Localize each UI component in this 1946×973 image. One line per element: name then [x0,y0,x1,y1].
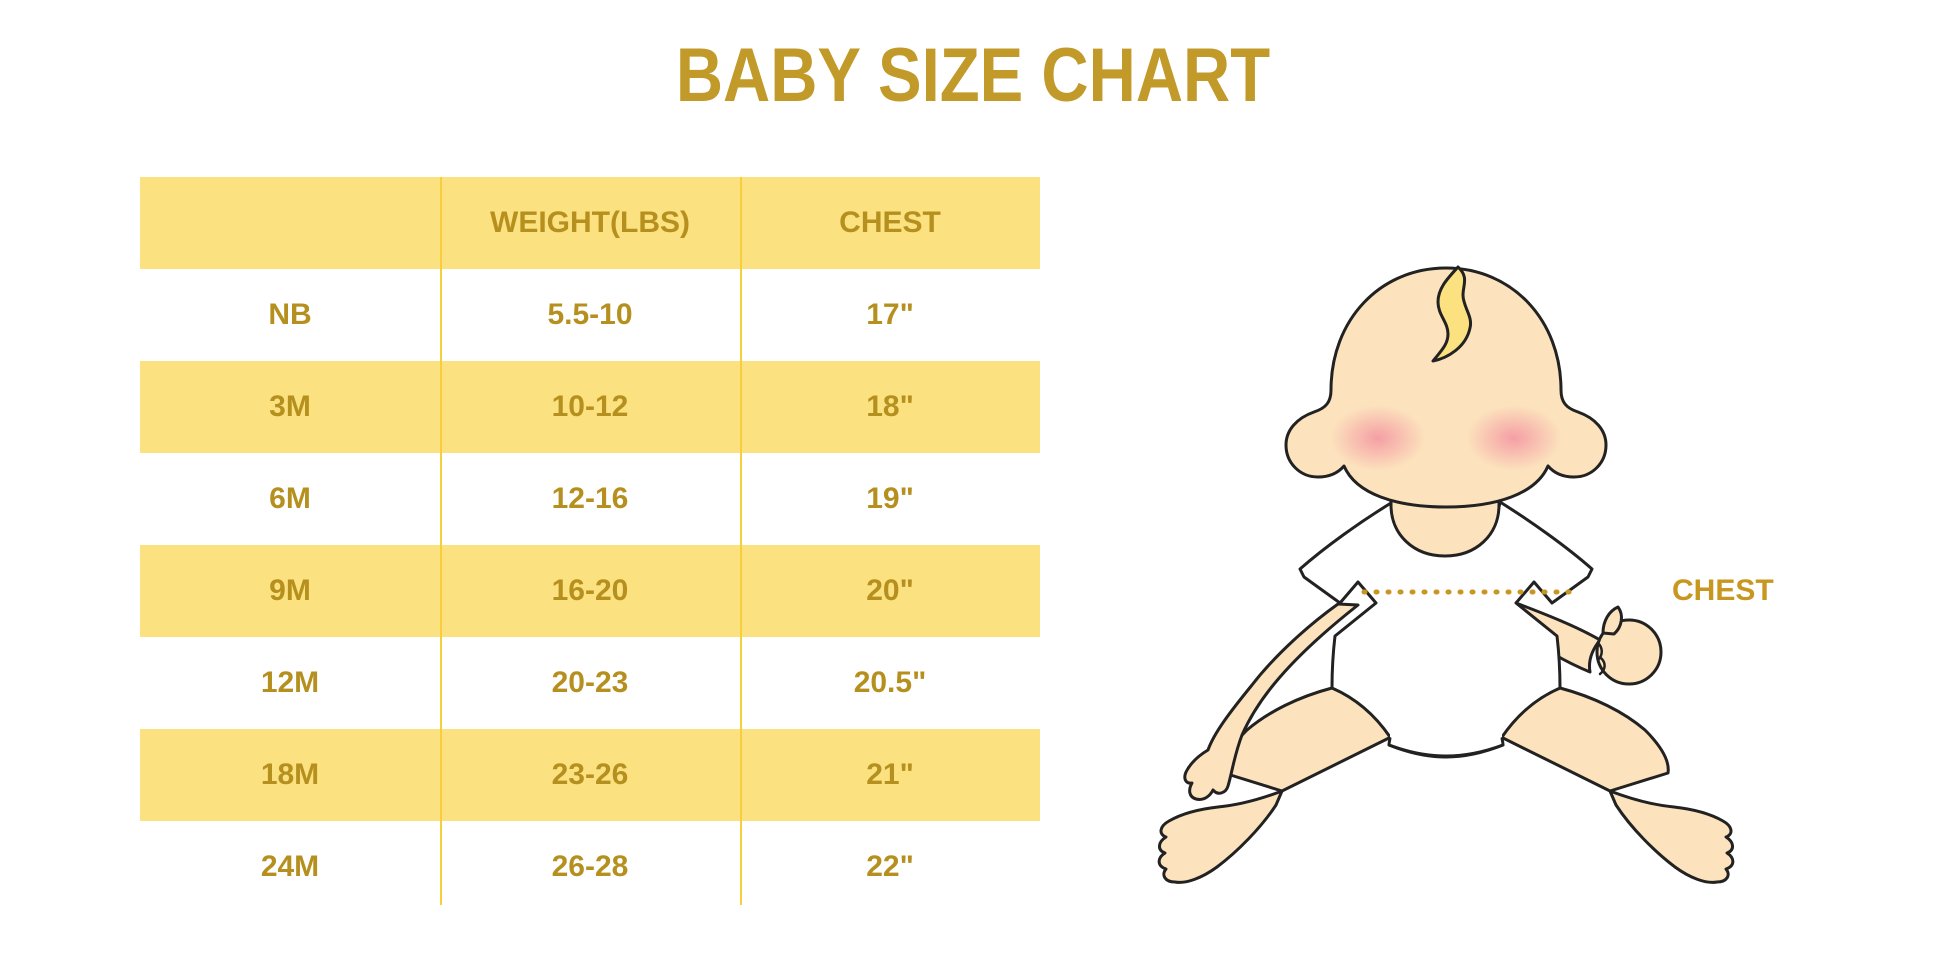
svg-text:CHEST: CHEST [1672,574,1774,607]
